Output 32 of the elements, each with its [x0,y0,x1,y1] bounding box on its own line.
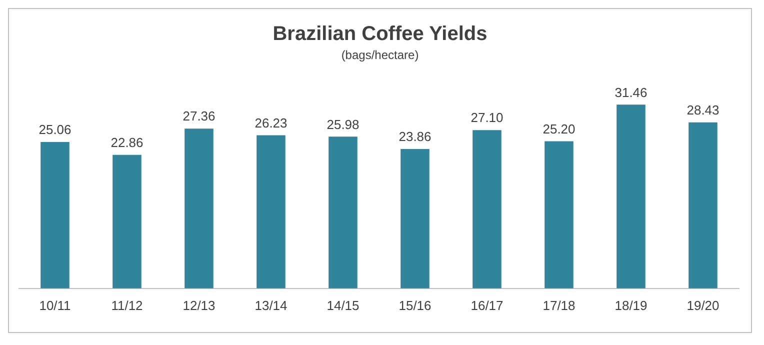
x-tick-label: 12/13 [182,298,216,313]
x-tick-label: 14/15 [326,298,360,313]
data-label: 27.36 [182,108,216,124]
x-tick-label: 17/18 [542,298,576,313]
x-tick-label: 10/11 [39,298,71,313]
x-tick-label: 15/16 [398,298,432,313]
data-label: 26.23 [254,115,288,130]
data-label: 25.06 [38,122,72,138]
data-label: 27.10 [470,110,504,126]
data-label: 25.20 [542,121,576,136]
chart-title: Brazilian Coffee Yields [272,23,488,46]
x-tick-label: 18/19 [614,298,648,313]
chart-subtitle: (bags/hectare) [340,48,420,62]
bar [472,130,502,288]
bar [256,135,286,288]
data-label: 28.43 [686,102,720,118]
bar [40,142,70,288]
bar [328,136,358,288]
bar [616,104,646,288]
bar [544,141,574,288]
bar [112,154,142,288]
data-label: 22.86 [110,134,144,150]
data-label: 31.46 [614,84,648,100]
bar [688,122,718,288]
x-tick-label: 19/20 [686,298,720,313]
x-tick-label: 13/14 [254,298,288,313]
data-label: 23.86 [398,129,432,144]
bar [184,128,214,288]
data-label: 25.98 [326,116,360,132]
x-tick-label: 11/12 [111,298,143,313]
bar [400,149,430,288]
x-tick-label: 16/17 [470,298,504,313]
